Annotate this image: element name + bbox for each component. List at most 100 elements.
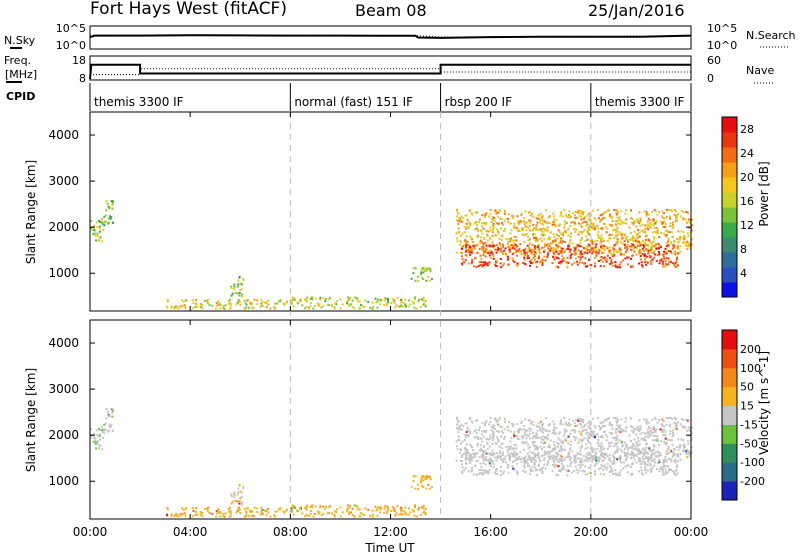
velocity-point [579, 466, 582, 469]
velocity-point [532, 441, 535, 443]
power-point [612, 264, 614, 267]
velocity-point [633, 445, 636, 448]
velocity-point [500, 446, 503, 449]
velocity-point [182, 508, 185, 511]
velocity-point [529, 422, 532, 425]
power-point [203, 299, 206, 302]
velocity-point [181, 507, 184, 510]
velocity-point [427, 484, 430, 486]
velocity-point [567, 442, 570, 445]
velocity-point [568, 418, 571, 421]
power-point [514, 236, 517, 239]
velocity-point [552, 441, 555, 444]
power-point [658, 253, 661, 256]
velocity-point [180, 513, 183, 516]
velocity-point [641, 455, 644, 458]
power-point [670, 261, 672, 263]
velocity-point [653, 458, 656, 460]
power-point [319, 298, 322, 301]
power-point [569, 248, 572, 251]
velocity-point [524, 455, 527, 458]
power-point [569, 235, 572, 238]
velocity-point [592, 434, 595, 437]
velocity-point [605, 439, 608, 442]
power-point [412, 272, 415, 275]
velocity-point [412, 475, 415, 478]
velocity-scatter [90, 407, 693, 518]
velocity-point [604, 424, 606, 427]
velocity-point [576, 452, 579, 454]
power-point [542, 215, 545, 218]
velocity-point [621, 442, 623, 445]
velocity-point [385, 510, 388, 513]
velocity-point [558, 469, 560, 472]
velocity-point [580, 423, 583, 426]
velocity-point [662, 468, 665, 471]
power-point [553, 239, 556, 242]
power-point [632, 240, 635, 243]
velocity-point [648, 457, 651, 460]
power-point [618, 216, 621, 219]
velocity-point [418, 506, 420, 509]
power-point [619, 219, 622, 222]
power-point [632, 235, 635, 237]
power-point [537, 228, 540, 231]
velocity-point [535, 454, 538, 457]
power-point [176, 306, 178, 309]
power-point [489, 237, 491, 240]
power-point [504, 247, 507, 250]
velocity-point [379, 508, 382, 511]
power-point [402, 301, 405, 304]
power-point [479, 218, 481, 221]
velocity-point [583, 428, 586, 431]
velocity-point [645, 457, 648, 460]
velocity-point [625, 445, 628, 448]
velocity-point [533, 463, 536, 465]
velocity-point [489, 458, 492, 461]
power-point [636, 241, 639, 244]
power-point [572, 220, 575, 223]
velocity-point [632, 448, 635, 451]
velocity-point [567, 456, 570, 459]
velocity-point [419, 514, 422, 516]
power-point [237, 283, 240, 286]
velocity-point [643, 418, 646, 421]
velocity-point [468, 454, 471, 457]
velocity-point [546, 462, 549, 465]
power-point [522, 233, 525, 236]
velocity-point [599, 446, 602, 449]
power-point [166, 300, 169, 303]
velocity-point [387, 507, 389, 510]
velocity-point [274, 510, 277, 513]
velocity-point [601, 436, 604, 439]
velocity-point [639, 457, 642, 460]
velocity-point [528, 446, 531, 449]
power-point [306, 300, 308, 303]
power-point [384, 297, 387, 300]
velocity-point [98, 435, 101, 437]
power-point [640, 261, 643, 264]
velocity-point [581, 463, 584, 466]
velocity-point [557, 453, 560, 456]
velocity-point [665, 424, 668, 426]
power-point [604, 216, 606, 219]
velocity-point [217, 508, 220, 511]
velocity-point [518, 456, 521, 459]
power-point [523, 256, 526, 259]
power-point [481, 214, 484, 217]
velocity-point [371, 509, 374, 512]
velocity-point [461, 470, 463, 473]
velocity-point [574, 465, 577, 468]
velocity-point [654, 418, 657, 420]
velocity-point [177, 515, 180, 518]
velocity-point [404, 511, 407, 514]
velocity-point [511, 447, 514, 450]
power-point [690, 224, 693, 227]
velocity-point [422, 505, 425, 508]
velocity-point [690, 437, 693, 440]
velocity-point [638, 470, 641, 473]
power-point [400, 298, 403, 301]
velocity-point [506, 426, 509, 428]
power-point [563, 223, 566, 226]
power-point [463, 239, 466, 242]
